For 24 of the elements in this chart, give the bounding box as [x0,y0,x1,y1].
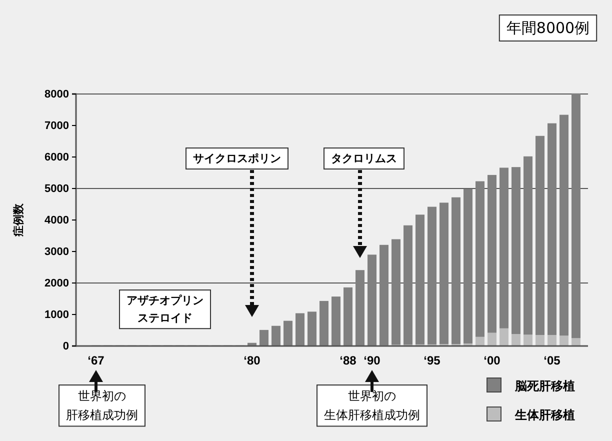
text: 世界初の生体肝移植成功例 [324,389,420,422]
x-tick-label: ‘90 [364,354,381,368]
y-tick-label: 1000 [44,309,69,322]
y-tick-label: 7000 [44,120,69,132]
annotation: タクロリムス [331,152,397,165]
y-axis-title: 症例数 [12,202,25,238]
y-tick-label: 2000 [44,278,69,290]
annotation: アザチオプリンステロイド [126,294,204,325]
y-tick-label: 6000 [44,152,69,164]
x-tick-label: ‘88 [340,354,357,368]
x-tick-label: ‘00 [484,354,501,368]
legend-label: 脳死肝移植 [514,379,575,393]
x-tick-label: ‘95 [424,354,441,368]
x-tick-label: ‘67 [88,354,105,368]
y-tick-label: 4000 [44,214,69,227]
y-tick-label: 8000 [44,88,69,101]
y-tick-label: 5000 [44,183,69,196]
text: 年間8000例 [506,19,590,37]
y-tick-label: 0 [62,340,69,353]
annotation: サイクロスポリン [193,152,281,165]
y-tick-label: 3000 [44,246,69,258]
x-tick-label: ‘05 [544,354,561,368]
x-tick-label: ‘80 [244,354,261,368]
legend-label: 生体肝移植 [514,408,575,422]
